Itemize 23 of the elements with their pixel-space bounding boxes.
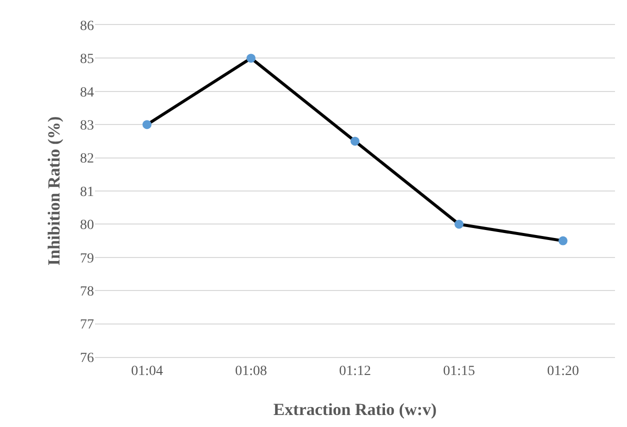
y-tick-label: 86 xyxy=(80,18,94,34)
y-axis-title: Inhibition Ratio (%) xyxy=(44,116,64,266)
x-tick-label: 01:15 xyxy=(443,364,475,379)
x-axis-title: Extraction Ratio (w:v) xyxy=(273,400,437,420)
y-tick-label: 78 xyxy=(80,284,94,300)
y-tick-label: 83 xyxy=(80,118,94,134)
point xyxy=(246,54,256,63)
point xyxy=(454,220,464,229)
y-tick-label: 80 xyxy=(80,218,94,234)
y-tick-label: 76 xyxy=(80,350,94,366)
y-tick-label: 84 xyxy=(80,85,94,100)
y-tick-label: 77 xyxy=(80,318,94,333)
point xyxy=(558,236,568,246)
x-tick-label: 01:08 xyxy=(235,364,267,379)
point xyxy=(142,120,152,130)
x-tick-label: 01:12 xyxy=(339,364,371,379)
x-tick-label: 01:04 xyxy=(131,364,163,379)
y-tick-label: 81 xyxy=(80,184,94,200)
y-tick-label: 82 xyxy=(80,152,94,167)
point xyxy=(350,136,360,146)
y-tick-label: 79 xyxy=(80,251,94,266)
y-tick-label: 85 xyxy=(80,52,94,68)
x-tick-label: 01:20 xyxy=(547,364,579,379)
